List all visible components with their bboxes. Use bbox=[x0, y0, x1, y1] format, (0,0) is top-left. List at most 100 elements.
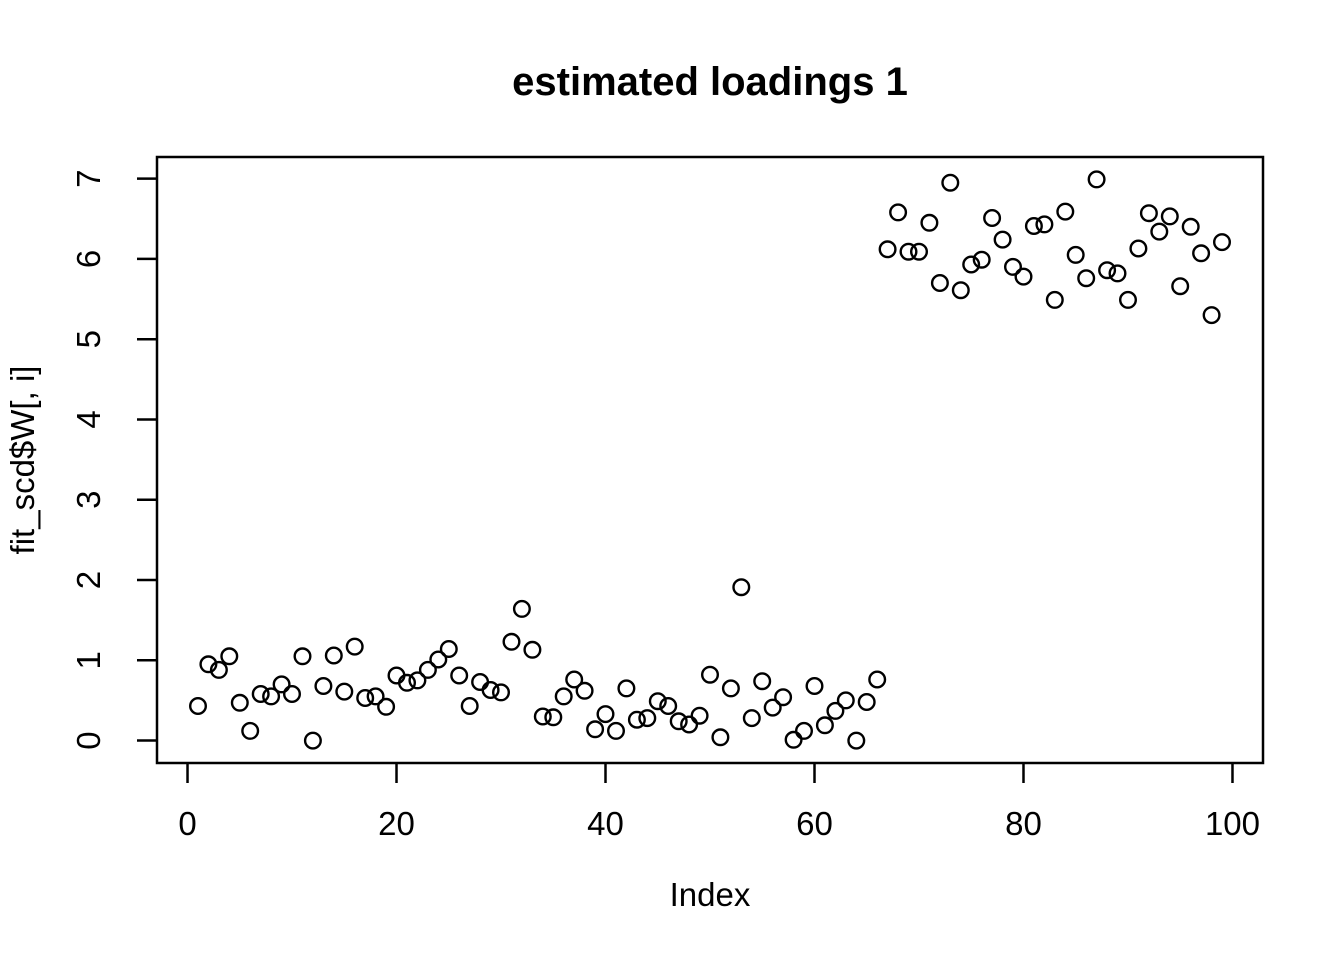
y-tick-label: 6 bbox=[70, 250, 107, 268]
data-point bbox=[868, 670, 887, 689]
data-point bbox=[502, 632, 521, 651]
data-point bbox=[544, 708, 563, 727]
data-point bbox=[951, 281, 970, 300]
data-point bbox=[1035, 215, 1054, 234]
data-point bbox=[586, 720, 605, 739]
data-point bbox=[230, 693, 249, 712]
data-point bbox=[1066, 245, 1085, 264]
data-point bbox=[1139, 204, 1158, 223]
data-point bbox=[1118, 290, 1137, 309]
data-point bbox=[1192, 244, 1211, 263]
data-point bbox=[784, 730, 803, 749]
data-point bbox=[492, 683, 511, 702]
data-point bbox=[303, 731, 322, 750]
data-point bbox=[930, 274, 949, 293]
data-point bbox=[1098, 261, 1117, 280]
y-tick-label: 0 bbox=[70, 731, 107, 749]
data-point bbox=[429, 650, 448, 669]
data-point bbox=[1108, 264, 1127, 283]
plot-box bbox=[155, 155, 1265, 765]
data-point bbox=[460, 697, 479, 716]
x-tick-label: 100 bbox=[1205, 805, 1260, 842]
data-point bbox=[439, 640, 458, 659]
data-point bbox=[565, 670, 584, 689]
data-point bbox=[554, 687, 573, 706]
data-point bbox=[638, 709, 657, 728]
data-point bbox=[910, 242, 929, 261]
data-point bbox=[512, 599, 531, 618]
data-point bbox=[1212, 233, 1231, 252]
data-point bbox=[889, 203, 908, 222]
data-point bbox=[721, 679, 740, 698]
data-point bbox=[241, 721, 260, 740]
data-point bbox=[283, 685, 302, 704]
data-point bbox=[1129, 239, 1148, 258]
x-tick-label: 80 bbox=[1005, 805, 1042, 842]
data-point bbox=[523, 640, 542, 659]
data-point bbox=[826, 701, 845, 720]
data-point bbox=[324, 646, 343, 665]
data-point bbox=[199, 655, 218, 674]
data-point bbox=[293, 647, 312, 666]
data-point bbox=[1024, 216, 1043, 235]
data-point bbox=[1077, 269, 1096, 288]
data-point bbox=[272, 675, 291, 694]
data-point bbox=[356, 689, 375, 708]
data-point bbox=[596, 705, 615, 724]
data-point bbox=[471, 673, 490, 692]
data-point bbox=[962, 255, 981, 274]
data-point bbox=[805, 677, 824, 696]
data-point bbox=[899, 242, 918, 261]
data-point bbox=[377, 697, 396, 716]
x-tick-label: 0 bbox=[178, 805, 196, 842]
data-point bbox=[857, 693, 876, 712]
x-axis-label: Index bbox=[670, 876, 751, 913]
y-tick-label: 2 bbox=[70, 571, 107, 589]
y-tick-label: 3 bbox=[70, 491, 107, 509]
y-tick-label: 5 bbox=[70, 330, 107, 348]
data-point bbox=[983, 208, 1002, 227]
x-tick-label: 40 bbox=[587, 805, 624, 842]
data-point bbox=[659, 697, 678, 716]
data-point bbox=[188, 697, 207, 716]
data-point bbox=[418, 660, 437, 679]
data-point bbox=[345, 637, 364, 656]
data-point bbox=[690, 706, 709, 725]
data-point bbox=[795, 721, 814, 740]
data-point bbox=[1160, 207, 1179, 226]
data-point bbox=[1150, 222, 1169, 241]
data-point bbox=[1004, 257, 1023, 276]
data-point bbox=[763, 698, 782, 717]
data-point bbox=[701, 665, 720, 684]
data-point bbox=[366, 687, 385, 706]
x-tick-label: 60 bbox=[796, 805, 833, 842]
data-point bbox=[575, 681, 594, 700]
data-point bbox=[753, 672, 772, 691]
data-point bbox=[774, 688, 793, 707]
data-point bbox=[450, 666, 469, 685]
y-tick-label: 1 bbox=[70, 651, 107, 669]
data-point bbox=[220, 647, 239, 666]
data-point bbox=[669, 712, 688, 731]
plot-title: estimated loadings 1 bbox=[512, 60, 908, 104]
data-point bbox=[1045, 290, 1064, 309]
data-point bbox=[481, 681, 500, 700]
data-point bbox=[627, 710, 646, 729]
data-point bbox=[742, 709, 761, 728]
y-axis-label: fit_scd$W[, i] bbox=[4, 366, 41, 555]
data-point bbox=[617, 679, 636, 698]
y-tick-label: 4 bbox=[70, 410, 107, 428]
data-point bbox=[1202, 306, 1221, 325]
data-point bbox=[1181, 217, 1200, 236]
data-point bbox=[732, 578, 751, 597]
data-point bbox=[972, 250, 991, 269]
data-point bbox=[1087, 170, 1106, 189]
data-point bbox=[1014, 267, 1033, 286]
data-point bbox=[711, 728, 730, 747]
data-point bbox=[408, 671, 427, 690]
data-point bbox=[648, 692, 667, 711]
data-point bbox=[836, 691, 855, 710]
y-axis-tick-labels: 0 1 2 3 4 5 6 7 bbox=[70, 169, 107, 749]
